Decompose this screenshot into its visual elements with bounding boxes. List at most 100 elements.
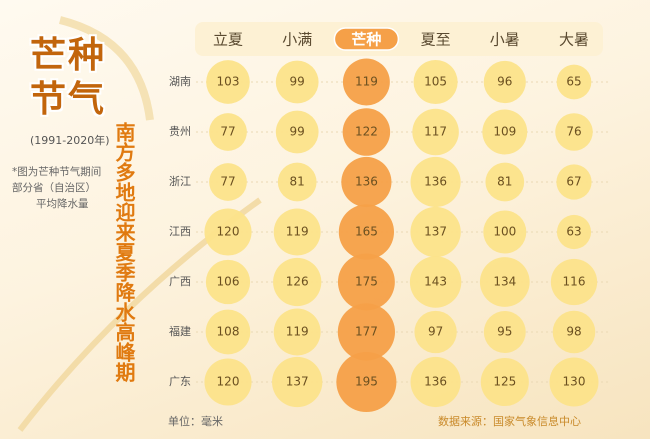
bubble <box>273 208 321 256</box>
column-label: 小满 <box>282 31 312 49</box>
bubble <box>410 206 461 258</box>
bubble <box>204 208 252 256</box>
bubble <box>337 303 396 361</box>
bubble <box>413 59 458 105</box>
bubble <box>479 257 530 307</box>
value-label: 126 <box>286 275 309 289</box>
value-label: 175 <box>355 275 378 289</box>
bubble <box>556 64 592 100</box>
note-line: *图为芒种节气期间 <box>12 166 102 178</box>
bubble <box>483 311 526 353</box>
bubble <box>337 253 395 311</box>
value-label: 125 <box>493 375 516 389</box>
bubble <box>336 351 397 413</box>
bubble <box>485 162 525 202</box>
value-label: 95 <box>497 325 512 339</box>
value-label: 63 <box>566 225 581 239</box>
value-label: 130 <box>563 375 586 389</box>
bubble <box>205 309 251 355</box>
value-label: 119 <box>355 75 378 89</box>
bubble <box>275 110 319 154</box>
value-label: 99 <box>290 125 305 139</box>
bubble <box>410 356 461 408</box>
row-label: 湖南 <box>169 75 191 88</box>
bubble <box>272 356 323 408</box>
bubble <box>275 60 319 104</box>
row-label: 广西 <box>169 275 191 288</box>
value-label: 120 <box>217 225 240 239</box>
bubble <box>549 357 599 407</box>
value-label: 77 <box>220 125 235 139</box>
bubble <box>482 109 528 155</box>
value-label: 105 <box>424 75 447 89</box>
value-label: 106 <box>217 275 240 289</box>
value-label: 81 <box>497 175 512 189</box>
value-label: 119 <box>286 225 309 239</box>
value-label: 103 <box>217 75 240 89</box>
column-label: 夏至 <box>421 31 451 49</box>
bubble <box>412 108 459 156</box>
value-label: 136 <box>424 375 447 389</box>
bubble <box>483 60 526 104</box>
bubble <box>277 162 317 202</box>
header-highlight <box>333 27 400 51</box>
value-label: 136 <box>355 175 378 189</box>
bubble <box>204 358 252 406</box>
note: *图为芒种节气期间 部分省（自治区） 平均降水量 <box>12 164 112 212</box>
bubble <box>556 214 592 250</box>
headline: 南方多地迎来夏季降水高峰期 <box>112 122 136 382</box>
value-label: 137 <box>286 375 309 389</box>
bubble <box>341 156 392 208</box>
bubble <box>480 357 529 407</box>
value-label: 134 <box>493 275 516 289</box>
row-label: 江西 <box>169 225 191 238</box>
value-label: 143 <box>424 275 447 289</box>
column-label: 立夏 <box>213 31 243 49</box>
value-label: 96 <box>497 75 512 89</box>
row-label: 福建 <box>169 324 191 338</box>
row-label: 贵州 <box>169 125 191 138</box>
value-label: 122 <box>355 125 378 139</box>
value-label: 177 <box>355 325 378 339</box>
column-label: 芒种 <box>351 31 381 49</box>
bubble <box>342 108 391 156</box>
bubble <box>552 310 596 354</box>
value-label: 67 <box>566 175 581 189</box>
value-label: 109 <box>493 125 516 139</box>
note-line: 部分省（自治区） <box>12 182 96 194</box>
value-label: 100 <box>493 225 516 239</box>
value-label: 97 <box>428 325 443 339</box>
value-label: 98 <box>566 325 581 339</box>
bubble <box>205 259 251 305</box>
bubble <box>206 60 250 104</box>
bubble <box>556 164 592 200</box>
value-label: 99 <box>290 75 305 89</box>
bubble <box>409 256 462 308</box>
value-label: 81 <box>290 175 305 189</box>
bubble <box>209 163 247 201</box>
value-label: 119 <box>286 325 309 339</box>
bubble <box>555 113 593 151</box>
row-label: 浙江 <box>169 175 191 188</box>
value-label: 120 <box>217 375 240 389</box>
value-label: 195 <box>355 375 378 389</box>
value-label: 116 <box>563 275 586 289</box>
row-label: 广东 <box>169 375 191 388</box>
note-line: 平均降水量 <box>36 198 89 210</box>
bubble <box>550 258 598 306</box>
value-label: 136 <box>424 175 447 189</box>
bubble <box>414 310 457 354</box>
bubble <box>273 257 322 307</box>
title: 芒种节气 <box>30 35 107 120</box>
bubble <box>483 210 527 254</box>
value-label: 165 <box>355 225 378 239</box>
subtitle: (1991-2020年) <box>30 134 110 147</box>
bubble <box>209 113 247 151</box>
value-label: 108 <box>217 325 240 339</box>
bubble <box>410 156 461 208</box>
bubble <box>338 204 395 260</box>
value-label: 117 <box>424 125 447 139</box>
bubble <box>273 308 321 356</box>
